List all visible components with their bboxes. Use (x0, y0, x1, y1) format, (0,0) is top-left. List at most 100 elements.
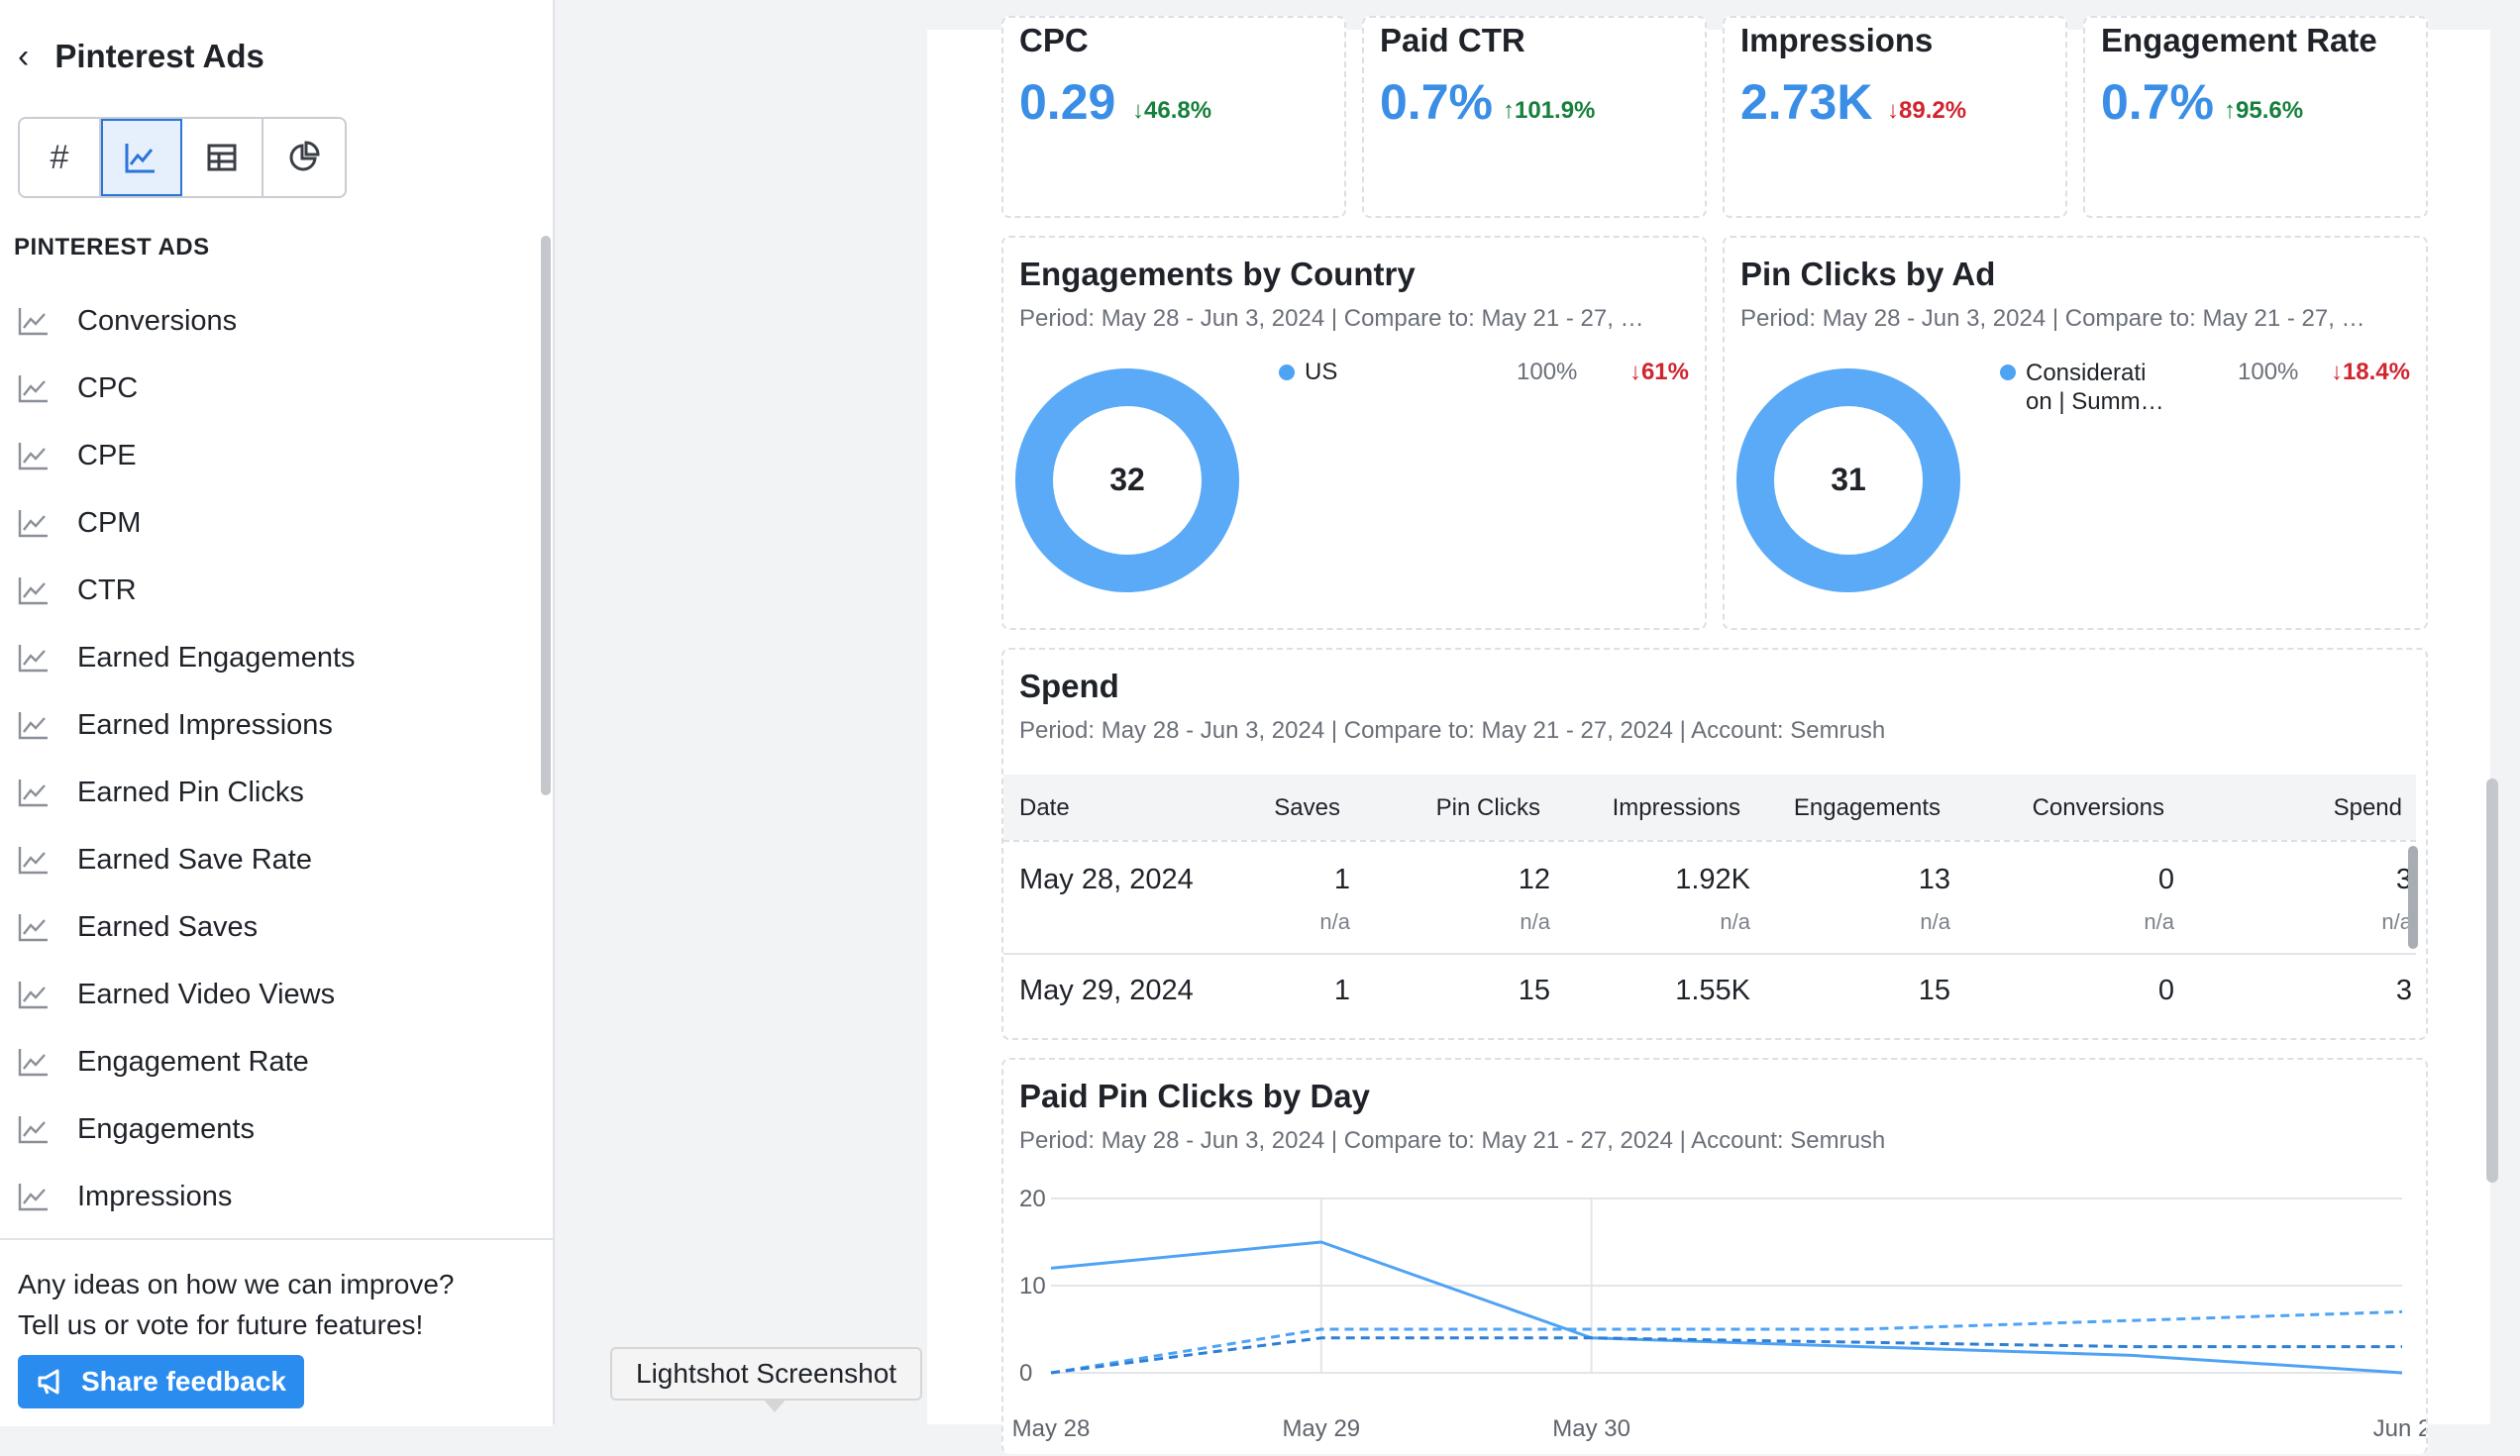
sidebar-item[interactable]: Earned Video Views (18, 961, 533, 1028)
sidebar-item[interactable]: Earned Save Rate (18, 826, 533, 893)
line-chart-icon (18, 912, 57, 942)
legend-delta: ↓18.4% (2330, 359, 2410, 385)
y-tick-label: 0 (1019, 1360, 1032, 1387)
col-header-conversions[interactable]: Conversions (2032, 794, 2164, 821)
sidebar-item[interactable]: Earned Pin Clicks (18, 759, 533, 826)
legend-delta: ↓61% (1628, 359, 1689, 385)
col-header-pin-clicks[interactable]: Pin Clicks (1435, 794, 1540, 821)
sidebar-section-label: PINTEREST ADS (14, 234, 210, 260)
page-scrollbar[interactable] (2486, 779, 2498, 1183)
line-chart-icon (18, 980, 57, 1009)
arrow-up-icon: ↑ (1503, 97, 1515, 124)
sidebar-item[interactable]: Earned Saves (18, 893, 533, 961)
paid-pin-clicks-card[interactable]: Paid Pin Clicks by Day Period: May 28 - … (1001, 1058, 2428, 1454)
sidebar-item-label: Impressions (77, 1180, 233, 1212)
donut-chart (1736, 368, 1960, 592)
sidebar-item[interactable]: CPC (18, 355, 533, 422)
sidebar-item[interactable]: Earned Impressions (18, 691, 533, 759)
sidebar-item[interactable]: CTR (18, 557, 533, 624)
cell-saves: 1 (1333, 975, 1350, 1006)
col-header-date[interactable]: Date (1019, 794, 1070, 821)
col-header-spend[interactable]: Spend (2333, 794, 2402, 821)
col-header-impressions[interactable]: Impressions (1612, 794, 1740, 821)
legend-item[interactable]: US (1279, 359, 1337, 386)
cell-compare: n/a (2144, 909, 2174, 934)
legend-dot (2000, 364, 2016, 380)
card-title: Pin Clicks by Ad (1740, 256, 1996, 292)
arrow-down-icon: ↓ (1887, 97, 1899, 124)
line-chart-icon (18, 575, 57, 605)
kpi-delta: ↑95.6% (2224, 97, 2304, 124)
sidebar-item-label: Earned Video Views (77, 978, 336, 1010)
card-title: Paid Pin Clicks by Day (1019, 1078, 1370, 1114)
card-subtitle: Period: May 28 - Jun 3, 2024 | Compare t… (1019, 1127, 1886, 1154)
view-line-chart-button[interactable] (101, 119, 182, 196)
card-subtitle: Period: May 28 - Jun 3, 2024 | Compare t… (1019, 717, 1886, 744)
line-chart-icon (18, 441, 57, 470)
back-chevron-icon[interactable]: ‹ (18, 38, 30, 75)
kpi-card-impressions[interactable]: Impressions 2.73K ↓89.2% (1723, 16, 2067, 218)
series-line-1 (1050, 1240, 2403, 1375)
kpi-title: Impressions (1740, 22, 1934, 58)
sidebar-item[interactable]: Impressions (18, 1163, 533, 1230)
sidebar-item[interactable]: Engagement Rate (18, 1028, 533, 1095)
view-table-button[interactable] (182, 119, 263, 196)
kpi-delta: ↑101.9% (1503, 97, 1596, 124)
x-tick-label: Jun 2 (2373, 1415, 2426, 1442)
lightshot-tooltip: Lightshot Screenshot (610, 1347, 923, 1401)
line-chart-icon (18, 373, 57, 403)
sidebar-item-label: CTR (77, 573, 137, 606)
kpi-title: Paid CTR (1380, 22, 1525, 58)
table-scrollbar[interactable] (2408, 846, 2418, 949)
sidebar-item[interactable]: Earned Engagements (18, 624, 533, 691)
view-number-button[interactable]: # (20, 119, 101, 196)
kpi-card-paid-ctr[interactable]: Paid CTR 0.7% ↑101.9% (1362, 16, 1707, 218)
cell-conversions: 0 (2157, 864, 2174, 895)
arrow-down-icon: ↓ (1132, 97, 1144, 124)
col-header-engagements[interactable]: Engagements (1793, 794, 1941, 821)
x-tick-label: May 30 (1552, 1415, 1630, 1442)
legend-label: Considerati on | Summ… (2026, 360, 2164, 415)
line-chart: 0 10 20 May 28 May 29 May 30 Jun 2 (1012, 1186, 2426, 1442)
cell-pin-clicks: 15 (1518, 975, 1550, 1006)
line-chart-icon (18, 643, 57, 673)
sidebar-item-label: Earned Engagements (77, 641, 356, 674)
sidebar-item[interactable]: CPE (18, 422, 533, 489)
cell-compare: n/a (1920, 909, 1950, 934)
cell-pin-clicks: 12 (1518, 864, 1550, 895)
feedback-line-1: Any ideas on how we can improve? (18, 1269, 455, 1300)
x-tick-label: May 29 (1282, 1415, 1360, 1442)
sidebar-scrollbar[interactable] (541, 236, 551, 795)
kpi-title: CPC (1019, 22, 1089, 58)
card-title: Spend (1019, 668, 1119, 704)
share-feedback-button[interactable]: Share feedback (18, 1355, 304, 1408)
col-header-saves[interactable]: Saves (1274, 794, 1340, 821)
sidebar-item-label: CPE (77, 439, 137, 471)
cell-impressions: 1.55K (1675, 975, 1750, 1006)
sidebar-item[interactable]: Engagements (18, 1095, 533, 1163)
sidebar-item[interactable]: Conversions (18, 287, 533, 355)
sidebar-title: Pinterest Ads (54, 38, 264, 74)
spend-table-card[interactable]: Spend Period: May 28 - Jun 3, 2024 | Com… (1001, 648, 2428, 1040)
line-chart-icon (18, 845, 57, 875)
sidebar-item-label: Conversions (77, 304, 238, 337)
view-pie-chart-button[interactable] (263, 119, 345, 196)
kpi-value: 0.7% (1380, 74, 1493, 130)
line-chart-icon (18, 1047, 57, 1077)
legend-item[interactable]: Considerati on | Summ… (2000, 359, 2164, 416)
kpi-card-cpc[interactable]: CPC 0.29 ↓46.8% (1001, 16, 1346, 218)
cell-engagements: 15 (1918, 975, 1950, 1006)
y-tick-label: 10 (1019, 1273, 1046, 1300)
pin-clicks-by-ad-card[interactable]: Pin Clicks by Ad Period: May 28 - Jun 3,… (1723, 236, 2428, 630)
line-chart-icon (18, 1182, 57, 1211)
card-subtitle: Period: May 28 - Jun 3, 2024 | Compare t… (1740, 305, 2365, 332)
donut-segment-us (1015, 368, 1239, 592)
engagements-by-country-card[interactable]: Engagements by Country Period: May 28 - … (1001, 236, 1707, 630)
sidebar-item[interactable]: CPM (18, 489, 533, 557)
x-tick-label: May 28 (1012, 1415, 1091, 1442)
sidebar-item-label: Earned Save Rate (77, 843, 312, 876)
kpi-card-engagement-rate[interactable]: Engagement Rate 0.7% ↑95.6% (2083, 16, 2428, 218)
series-line-2 (1050, 1309, 2403, 1375)
line-chart-icon (125, 144, 155, 173)
feedback-line-2: Tell us or vote for future features! (18, 1309, 424, 1340)
